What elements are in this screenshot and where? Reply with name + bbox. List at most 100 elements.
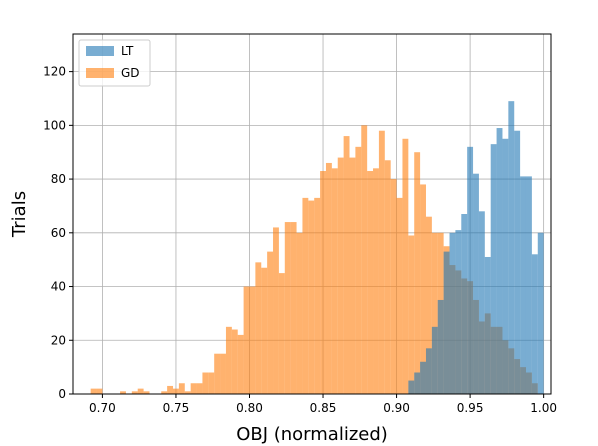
bar-lt [467,146,474,394]
bar-gd [331,168,338,394]
bar-lt [414,372,421,394]
bar-gd [337,157,344,394]
bar-gd [220,353,226,394]
bar-gd [355,146,362,394]
bar-gd [137,388,144,394]
x-tick-label: 0.90 [383,401,410,415]
series-lt-bars [408,101,544,394]
bar-gd [378,130,385,394]
bar-gd [361,125,368,394]
x-tick-label: 0.70 [89,401,116,415]
bar-gd [184,391,191,394]
legend-swatch-lt [86,46,114,56]
x-tick-label: 0.95 [457,401,484,415]
x-tick-label: 0.75 [163,401,190,415]
bar-gd [396,197,403,394]
bar-gd [278,273,285,394]
bar-gd [237,334,244,394]
y-axis-ticks: 0 20 40 60 80 100 120 [43,65,73,401]
x-tick-label: 1.00 [530,401,557,415]
bar-gd [325,162,332,394]
bar-gd [96,388,103,394]
bar-gd [90,388,97,394]
bar-lt [449,232,456,394]
y-axis-title: Trials [9,191,30,238]
bar-gd [214,353,221,394]
bar-gd [425,216,432,394]
bar-lt [461,214,468,394]
x-tick-label: 0.85 [310,401,337,415]
bar-lt [496,128,503,394]
bar-lt [537,232,544,394]
bar-lt [431,326,438,394]
y-tick-label: 20 [51,333,66,347]
bar-gd [178,383,185,394]
y-tick-label: 100 [43,118,66,132]
legend: LT GD [78,39,151,87]
bar-lt [455,230,462,394]
legend-label-lt: LT [121,44,134,58]
y-tick-label: 0 [58,387,66,401]
bar-gd [349,157,356,394]
bar-lt [425,348,432,394]
bar-lt [437,299,444,394]
bar-lt [514,130,521,394]
bar-gd [131,391,138,394]
bar-lt [484,256,491,394]
bar-gd [302,197,309,394]
bar-lt [502,138,509,394]
bar-gd [120,391,126,394]
bar-gd [196,383,203,394]
bar-gd [190,383,197,394]
bar-gd [367,171,374,394]
legend-swatch-gd [86,68,114,78]
bar-lt [443,251,450,394]
bar-gd [431,232,438,394]
x-axis-ticks: 0.70 0.75 0.80 0.85 0.90 0.95 1.00 [89,394,557,415]
bar-gd [261,267,268,394]
y-tick-label: 120 [43,65,66,79]
bar-gd [408,235,415,394]
bar-gd [255,262,262,394]
y-tick-label: 40 [51,280,66,294]
bar-lt [520,176,526,394]
bar-gd [284,222,291,394]
y-tick-label: 60 [51,226,66,240]
bar-gd [231,329,238,394]
bar-lt [490,144,497,394]
bar-gd [414,152,421,394]
bar-gd [167,385,174,394]
plot-frame [72,33,552,395]
y-tick-label: 80 [51,172,66,186]
legend-label-gd: GD [121,66,140,80]
bar-lt [408,380,415,394]
bar-gd [296,232,303,394]
x-axis-title: OBJ (normalized) [236,424,388,445]
bar-gd [273,227,279,394]
bar-gd [267,251,274,394]
bar-lt [525,176,532,394]
bar-lt [478,211,485,394]
bar-gd [373,168,379,394]
bar-gd [243,286,250,394]
bar-gd [208,372,215,394]
bar-gd [343,136,350,395]
bar-gd [143,391,150,394]
bar-gd [384,160,391,394]
bar-gd [161,391,168,394]
bar-gd [320,171,326,394]
bar-gd [314,197,321,394]
bar-lt [531,254,538,394]
x-tick-label: 0.80 [236,401,263,415]
bar-lt [508,101,515,394]
bar-gd [249,286,256,394]
bar-gd [402,138,409,394]
bar-gd [390,179,397,394]
bar-gd [173,388,179,394]
bar-gd [225,326,232,394]
bar-gd [202,372,209,394]
bar-lt [473,173,479,394]
bar-gd [420,184,426,394]
bar-gd [290,222,297,394]
